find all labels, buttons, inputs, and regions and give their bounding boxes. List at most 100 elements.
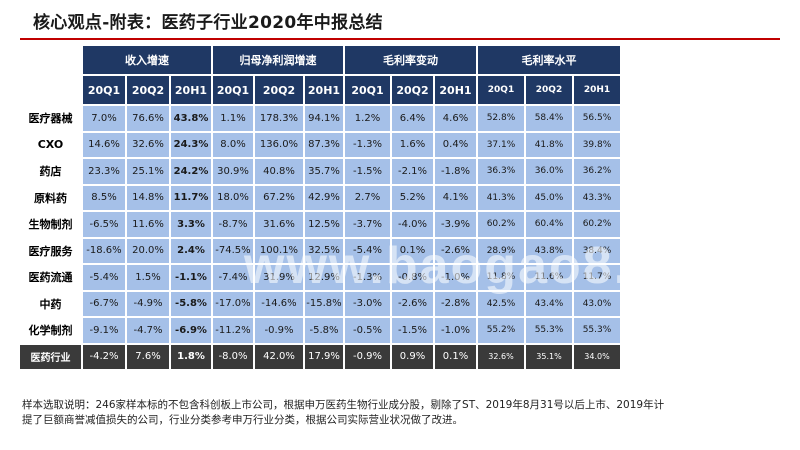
table-cell: 34.0%: [573, 343, 622, 371]
table-cell: -0.5%: [344, 317, 392, 345]
table-cell: 35.1%: [525, 343, 574, 371]
table-cell: 42.5%: [477, 290, 526, 318]
table-cell: 43.0%: [573, 290, 622, 318]
table-cell: -1.8%: [434, 158, 478, 186]
table-cell: 24.3%: [170, 131, 213, 159]
table-cell: 52.8%: [477, 105, 526, 133]
row-label: 医疗器械: [20, 105, 83, 133]
table-cell: -2.6%: [434, 237, 478, 265]
period-header: 20H1: [434, 75, 478, 106]
table-cell: 4.6%: [434, 105, 478, 133]
table-cell: -1.0%: [434, 264, 478, 292]
table-cell: 1.8%: [170, 343, 213, 371]
table-cell: 0.4%: [434, 131, 478, 159]
table-cell: 7.0%: [82, 105, 127, 133]
table-cell: -3.9%: [434, 211, 478, 239]
table-cell: -6.7%: [82, 290, 127, 318]
table-cell: -4.9%: [126, 290, 171, 318]
table-cell: -1.0%: [434, 317, 478, 345]
table-cell: 11.6%: [525, 264, 574, 292]
table-cell: -6.5%: [82, 211, 127, 239]
table-cell: 25.1%: [126, 158, 171, 186]
table-row: 医疗器械 7.0% 76.6% 43.8% 1.1% 178.3% 94.1% 1.2% 6.4…: [20, 105, 622, 133]
table-cell: -0.8%: [391, 264, 435, 292]
table-cell: 43.8%: [170, 105, 213, 133]
period-header: 20Q1: [477, 75, 526, 106]
table-cell: 55.3%: [525, 317, 574, 345]
table-cell: -15.8%: [304, 290, 345, 318]
group-header-revenue: 收入增速: [82, 46, 213, 76]
table-cell: 12.5%: [304, 211, 345, 239]
table-cell: 11.7%: [573, 264, 622, 292]
table-cell: 18.0%: [212, 184, 255, 212]
table-cell: 94.1%: [304, 105, 345, 133]
table-row: CXO 14.6% 32.6% 24.3% 8.0% 136.0% 87.3% -1.3% 1.…: [20, 131, 622, 159]
table-cell: -3.7%: [344, 211, 392, 239]
table-cell: -1.5%: [344, 158, 392, 186]
table-cell: 40.8%: [254, 158, 305, 186]
table-cell: 60.2%: [477, 211, 526, 239]
table-cell: 136.0%: [254, 131, 305, 159]
row-label: 医疗服务: [20, 237, 83, 265]
table-row: 中药 -6.7% -4.9% -5.8% -17.0% -14.6% -15.8% -3.0%…: [20, 290, 622, 318]
table-cell: 11.7%: [170, 184, 213, 212]
group-header-margin-level: 毛利率水平: [477, 46, 622, 76]
table-cell: -1.3%: [344, 131, 392, 159]
table-cell: 31.6%: [254, 211, 305, 239]
table-cell: 24.2%: [170, 158, 213, 186]
table-cell: 4.1%: [434, 184, 478, 212]
table-row: 医疗服务 -18.6% 20.0% 2.4% -74.5% 100.1% 32.5% -5.4…: [20, 237, 622, 265]
table-cell: -5.8%: [170, 290, 213, 318]
table-cell: 36.2%: [573, 158, 622, 186]
table-cell: -14.6%: [254, 290, 305, 318]
table-cell: -2.1%: [391, 158, 435, 186]
row-label: 医药行业: [20, 343, 83, 371]
table-cell: 36.3%: [477, 158, 526, 186]
table-total-row: 医药行业 -4.2% 7.6% 1.8% -8.0% 42.0% 17.9% -0.9% 0.9…: [20, 343, 622, 371]
table-cell: -7.4%: [212, 264, 255, 292]
table-cell: 11.8%: [477, 264, 526, 292]
table-cell: 41.3%: [477, 184, 526, 212]
table-cell: -4.0%: [391, 211, 435, 239]
table-row: 医药流通 -5.4% 1.5% -1.1% -7.4% 31.9% 12.9% -1.3% -0…: [20, 264, 622, 292]
table-cell: 5.2%: [391, 184, 435, 212]
table-cell: 39.8%: [573, 131, 622, 159]
table-cell: 2.4%: [170, 237, 213, 265]
table-cell: 2.7%: [344, 184, 392, 212]
table-cell: 23.3%: [82, 158, 127, 186]
table-cell: -2.6%: [391, 290, 435, 318]
table-cell: -1.5%: [391, 317, 435, 345]
group-header-row: 收入增速 归母净利润增速 毛利率变动 毛利率水平: [20, 46, 622, 106]
table-cell: -9.1%: [82, 317, 127, 345]
table-cell: -6.9%: [170, 317, 213, 345]
period-header: 20Q2: [126, 75, 171, 106]
table-cell: 43.8%: [525, 237, 574, 265]
row-label: 中药: [20, 290, 83, 318]
table-cell: 20.0%: [126, 237, 171, 265]
table-cell: 3.3%: [170, 211, 213, 239]
table-cell: -8.7%: [212, 211, 255, 239]
table-cell: 56.5%: [573, 105, 622, 133]
table-cell: 42.0%: [254, 343, 305, 371]
table-cell: 58.4%: [525, 105, 574, 133]
table-cell: 100.1%: [254, 237, 305, 265]
table-cell: -0.9%: [254, 317, 305, 345]
table-cell: -17.0%: [212, 290, 255, 318]
table-cell: 0.9%: [391, 343, 435, 371]
table-cell: 1.2%: [344, 105, 392, 133]
table-cell: 32.6%: [126, 131, 171, 159]
table-cell: 12.9%: [304, 264, 345, 292]
table-cell: 0.1%: [391, 237, 435, 265]
table-cell: 43.4%: [525, 290, 574, 318]
table-cell: -11.2%: [212, 317, 255, 345]
period-header: 20Q2: [391, 75, 435, 106]
table-cell: 30.9%: [212, 158, 255, 186]
table-cell: 32.5%: [304, 237, 345, 265]
table-cell: 43.3%: [573, 184, 622, 212]
table-cell: -0.9%: [344, 343, 392, 371]
table-cell: 36.0%: [525, 158, 574, 186]
table-cell: 67.2%: [254, 184, 305, 212]
table-cell: 1.6%: [391, 131, 435, 159]
table-cell: -3.0%: [344, 290, 392, 318]
sample-note: 样本选取说明：246家样本标的不包含科创板上市公司，根据申万医药生物行业成分股，…: [22, 399, 665, 426]
